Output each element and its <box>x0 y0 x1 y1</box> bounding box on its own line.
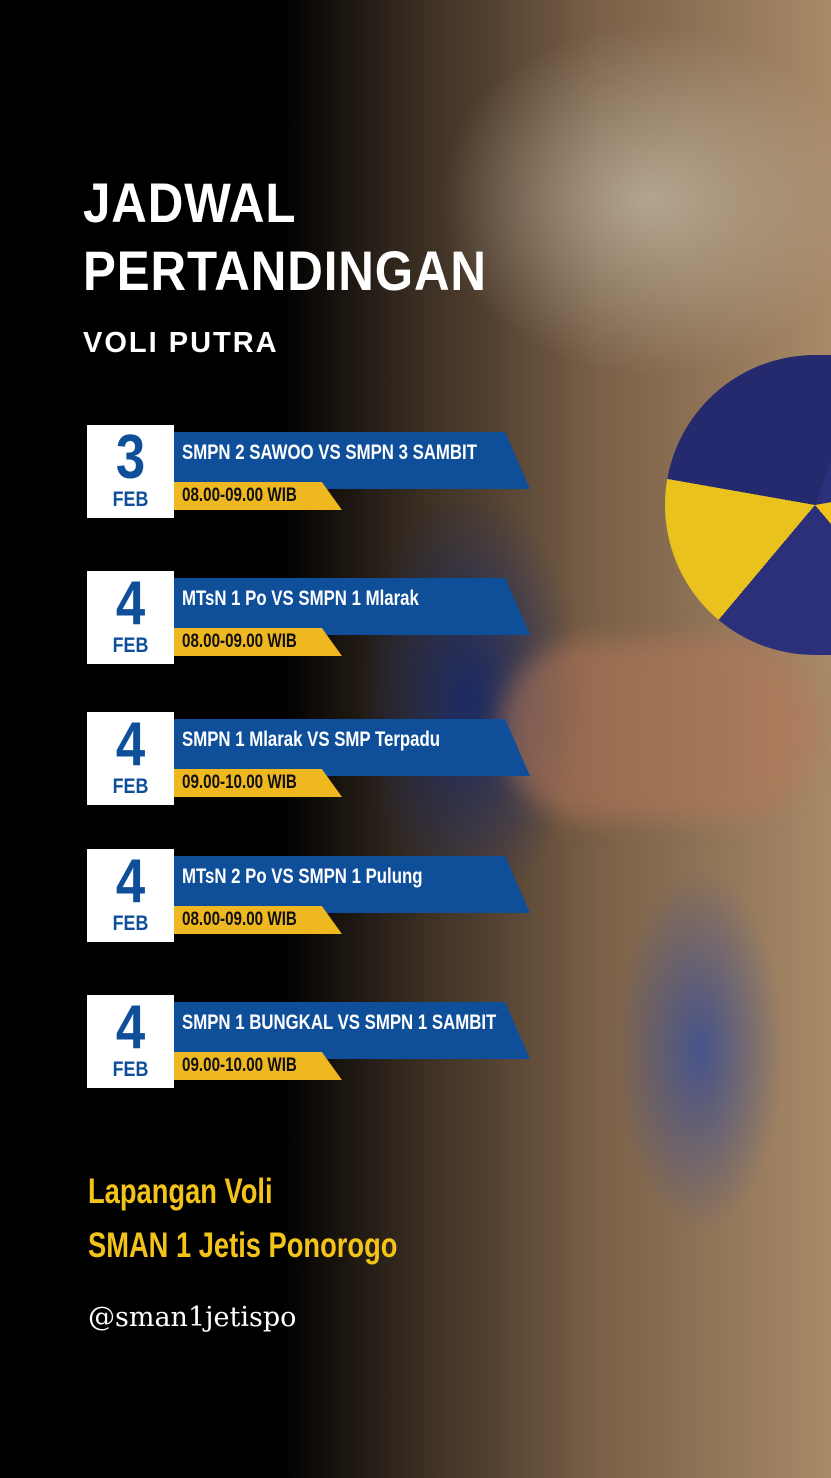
time-banner: 09.00-10.00 WIB <box>174 769 342 797</box>
teams-text: MTsN 2 Po VS SMPN 1 Pulung <box>182 865 423 888</box>
date-day: 4 <box>115 569 146 638</box>
time-text: 08.00-09.00 WIB <box>182 631 297 652</box>
social-handle: @sman1jetispo <box>88 1302 297 1333</box>
date-day: 4 <box>115 847 146 916</box>
time-banner: 09.00-10.00 WIB <box>174 1052 342 1080</box>
match-card: 4 FEB MTsN 2 Po VS SMPN 1 Pulung 08.00-09… <box>87 849 537 942</box>
date-month: FEB <box>112 912 149 935</box>
time-text: 09.00-10.00 WIB <box>182 772 297 793</box>
subtitle: VOLI PUTRA <box>83 327 279 359</box>
teams-banner: MTsN 2 Po VS SMPN 1 Pulung <box>174 856 530 913</box>
teams-text: SMPN 1 Mlarak VS SMP Terpadu <box>182 728 440 751</box>
date-box: 4 FEB <box>87 995 174 1088</box>
teams-banner: MTsN 1 Po VS SMPN 1 Mlarak <box>174 578 530 635</box>
teams-text: MTsN 1 Po VS SMPN 1 Mlarak <box>182 587 419 610</box>
date-month: FEB <box>112 1058 149 1081</box>
date-day: 4 <box>115 710 146 779</box>
time-text: 08.00-09.00 WIB <box>182 909 297 930</box>
time-banner: 08.00-09.00 WIB <box>174 628 342 656</box>
date-day: 4 <box>115 993 146 1062</box>
time-banner: 08.00-09.00 WIB <box>174 906 342 934</box>
date-month: FEB <box>112 775 149 798</box>
time-text: 08.00-09.00 WIB <box>182 485 297 506</box>
date-box: 4 FEB <box>87 849 174 942</box>
venue-line-1: Lapangan Voli <box>88 1172 273 1211</box>
time-text: 09.00-10.00 WIB <box>182 1055 297 1076</box>
title-line-2: PERTANDINGAN <box>83 239 487 302</box>
teams-banner: SMPN 1 BUNGKAL VS SMPN 1 SAMBIT <box>174 1002 530 1059</box>
match-card: 4 FEB SMPN 1 BUNGKAL VS SMPN 1 SAMBIT 09.… <box>87 995 537 1088</box>
date-box: 4 FEB <box>87 571 174 664</box>
date-box: 3 FEB <box>87 425 174 518</box>
teams-text: SMPN 1 BUNGKAL VS SMPN 1 SAMBIT <box>182 1011 497 1034</box>
teams-banner: SMPN 2 SAWOO VS SMPN 3 SAMBIT <box>174 432 530 489</box>
date-month: FEB <box>112 488 149 511</box>
match-card: 4 FEB MTsN 1 Po VS SMPN 1 Mlarak 08.00-09… <box>87 571 537 664</box>
teams-banner: SMPN 1 Mlarak VS SMP Terpadu <box>174 719 530 776</box>
match-card: 3 FEB SMPN 2 SAWOO VS SMPN 3 SAMBIT 08.00… <box>87 425 537 518</box>
date-day: 3 <box>115 423 146 492</box>
teams-text: SMPN 2 SAWOO VS SMPN 3 SAMBIT <box>182 441 477 464</box>
match-card: 4 FEB SMPN 1 Mlarak VS SMP Terpadu 09.00-… <box>87 712 537 805</box>
date-month: FEB <box>112 634 149 657</box>
title-line-1: JADWAL <box>83 171 297 234</box>
date-box: 4 FEB <box>87 712 174 805</box>
venue-line-2: SMAN 1 Jetis Ponorogo <box>88 1226 398 1265</box>
player-arm <box>500 640 820 820</box>
time-banner: 08.00-09.00 WIB <box>174 482 342 510</box>
